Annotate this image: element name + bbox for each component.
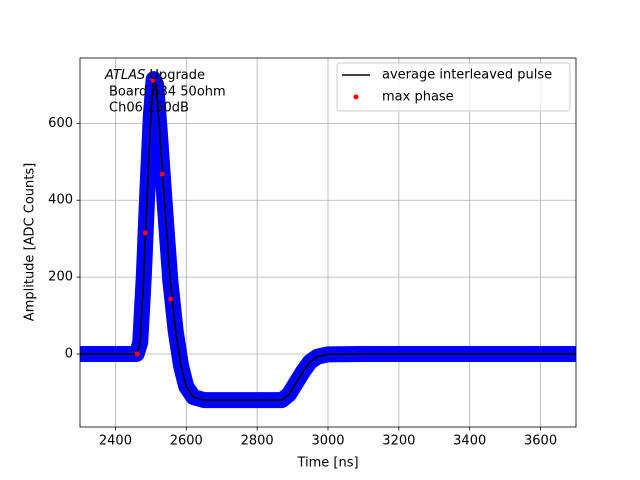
max-phase-point <box>159 171 165 177</box>
annotation-line: Ch06 150dB <box>109 101 189 116</box>
x-tick-label: 2800 <box>241 434 274 449</box>
annotation-experiment: ATLAS <box>104 68 145 83</box>
legend-swatch <box>353 94 359 100</box>
x-tick-label: 3600 <box>524 434 557 449</box>
y-tick-label: 400 <box>48 193 73 208</box>
max-phase-point <box>150 77 156 83</box>
annotation-line: Board 634 50ohm <box>109 85 226 100</box>
legend-label: average interleaved pulse <box>382 68 552 83</box>
x-tick-label: 3000 <box>311 434 344 449</box>
y-tick-label: 200 <box>48 270 73 285</box>
max-phase-point <box>134 351 140 357</box>
max-phase-point <box>142 230 148 236</box>
x-axis-label: Time [ns] <box>296 456 358 471</box>
annotation-label: Upgrade <box>149 68 205 83</box>
max-phase-point <box>168 296 174 302</box>
legend-box <box>336 62 571 112</box>
y-axis-label: Amplitude [ADC Counts] <box>23 163 38 321</box>
average-line <box>80 78 576 401</box>
x-tick-label: 2400 <box>99 434 132 449</box>
x-tick-label: 3200 <box>382 434 415 449</box>
x-tick-label: 3400 <box>453 434 486 449</box>
y-tick-label: 600 <box>48 116 73 131</box>
legend-label: max phase <box>382 90 454 105</box>
x-tick-label: 2600 <box>170 434 203 449</box>
y-tick-label: 0 <box>65 346 73 361</box>
annotation: ATLAS Upgrade <box>104 68 205 83</box>
